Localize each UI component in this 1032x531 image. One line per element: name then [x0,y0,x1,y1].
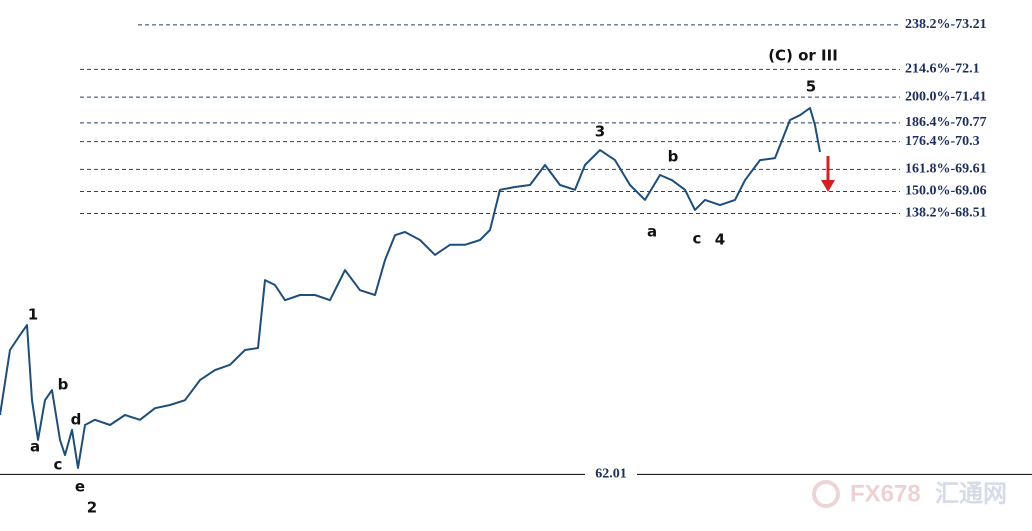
level-label: 214.6%-72.1 [905,62,980,77]
wave-label: b [58,375,69,393]
wave-label: c [693,230,702,248]
wave-label: a [647,222,657,240]
level-label: 238.2%-73.21 [905,17,987,32]
wave-label: c [54,456,63,474]
wave-label: 3 [595,123,605,141]
watermark-name: 汇通网 [935,480,1007,507]
watermark-logo [812,480,840,508]
down-arrow [821,156,835,192]
wave-label: d [71,410,82,428]
level-label: 138.2%-68.51 [905,206,987,221]
price-line [0,107,821,469]
level-label: 161.8%-69.61 [905,162,987,177]
watermark-brand: FX678 [850,480,921,507]
wave-label: e [75,477,85,495]
level-label: 200.0%-71.41 [905,89,987,104]
wave-label: 1 [28,306,38,324]
wave-label: (C) or III [768,47,838,65]
baseline-label-bg [585,465,637,484]
level-label: 176.4%-70.3 [905,134,980,149]
wave-label: b [668,147,679,165]
level-label: 186.4%-70.77 [905,115,987,130]
level-label: 150.0%-69.06 [905,184,987,199]
wave-label: a [30,438,40,456]
wave-label: 4 [715,231,725,249]
baseline-label: 62.01 [595,467,627,482]
watermark: FX678 汇通网 [812,480,1007,508]
wave-label: 2 [87,499,97,517]
wave-label: 5 [806,78,816,96]
